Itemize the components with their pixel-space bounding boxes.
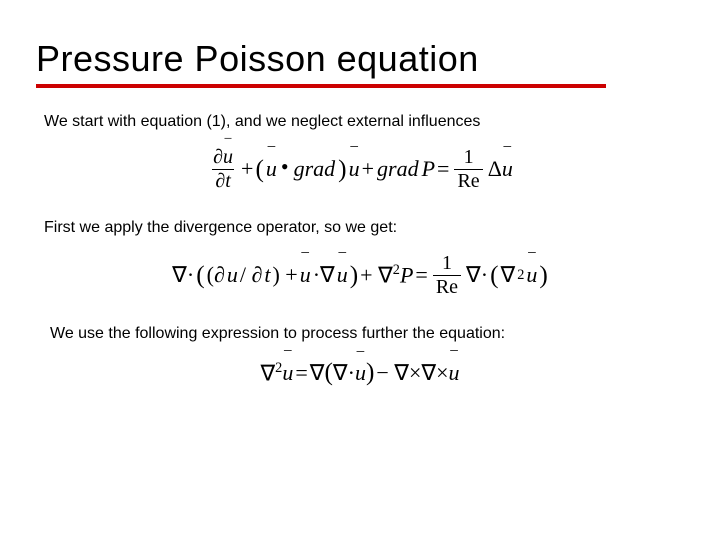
equation-2: ∇· ((∂u / ∂t) + u·∇u) + ∇2P = 1Re ∇·(∇2u… (172, 253, 548, 298)
title-underline (36, 84, 606, 88)
paragraph-2: First we apply the divergence operator, … (44, 218, 684, 239)
equation-2-wrap: ∇· ((∂u / ∂t) + u·∇u) + ∇2P = 1Re ∇·(∇2u… (36, 253, 684, 298)
equation-3: ∇2u = ∇(∇·u) − ∇×∇×u (260, 358, 459, 387)
equation-3-wrap: ∇2u = ∇(∇·u) − ∇×∇×u (36, 358, 684, 387)
slide-container: Pressure Poisson equation We start with … (0, 0, 720, 540)
slide-title: Pressure Poisson equation (36, 38, 684, 80)
equation-1: ∂u∂t + (u•grad) u + gradP = 1Re Δu (207, 147, 513, 192)
paragraph-1: We start with equation (1), and we negle… (44, 112, 684, 133)
paragraph-3: We use the following expression to proce… (50, 324, 684, 345)
equation-1-wrap: ∂u∂t + (u•grad) u + gradP = 1Re Δu (36, 147, 684, 192)
